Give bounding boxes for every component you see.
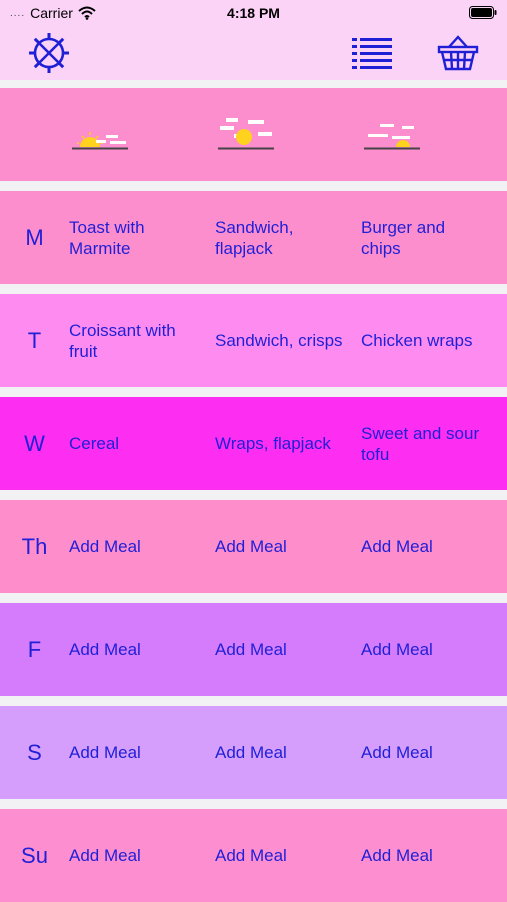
lunch-cell[interactable]: Sandwich, flapjack (215, 191, 355, 284)
meal-text: Add Meal (69, 846, 141, 865)
meal-text: Add Meal (215, 743, 287, 762)
basket-icon (437, 35, 479, 71)
meal-text: Burger and chips (361, 217, 446, 258)
day-row-sunday: Su Add Meal Add Meal Add Meal (0, 809, 507, 902)
meal-text: Add Meal (215, 640, 287, 659)
status-bar: .... Carrier 4:18 PM (0, 0, 507, 26)
dinner-cell[interactable]: Add Meal (361, 706, 501, 799)
meal-text: Sandwich, flapjack (215, 217, 294, 258)
meal-text: Add Meal (361, 537, 433, 556)
meal-text: Add Meal (69, 743, 141, 762)
meal-text: Add Meal (69, 640, 141, 659)
day-label: Th (21, 533, 48, 559)
sunset-icon (364, 124, 420, 150)
meal-text: Add Meal (215, 537, 287, 556)
breakfast-cell[interactable]: Toast with Marmite (69, 191, 209, 284)
lunch-cell[interactable]: Wraps, flapjack (215, 397, 355, 490)
day-label: M (25, 224, 44, 250)
breakfast-column-header (70, 118, 140, 152)
meal-time-header (0, 88, 507, 181)
lunch-column-header (216, 118, 286, 152)
dinner-cell[interactable]: Add Meal (361, 500, 501, 593)
day-row-friday: F Add Meal Add Meal Add Meal (0, 603, 507, 696)
list-button[interactable] (349, 31, 395, 75)
day-row-tuesday: T Croissant with fruit Sandwich, crisps … (0, 294, 507, 387)
day-label: T (27, 327, 42, 353)
sunrise-icon (72, 132, 128, 150)
day-label: S (27, 739, 42, 765)
meal-text: Toast with Marmite (69, 217, 145, 258)
dinner-cell[interactable]: Sweet and sour tofu (361, 397, 501, 490)
lunch-cell[interactable]: Add Meal (215, 603, 355, 696)
battery-icon (469, 6, 497, 19)
meal-text: Chicken wraps (361, 331, 473, 350)
wifi-icon (78, 6, 96, 20)
basket-button[interactable] (435, 31, 481, 75)
settings-icon (29, 33, 69, 73)
dinner-cell[interactable]: Add Meal (361, 603, 501, 696)
lunch-cell[interactable]: Add Meal (215, 500, 355, 593)
settings-button[interactable] (26, 31, 72, 75)
breakfast-cell[interactable]: Cereal (69, 397, 209, 490)
day-label: F (27, 636, 42, 662)
breakfast-cell[interactable]: Add Meal (69, 706, 209, 799)
day-label: Su (21, 842, 48, 868)
breakfast-cell[interactable]: Add Meal (69, 809, 209, 902)
meal-text: Croissant with fruit (69, 320, 176, 361)
day-label: W (24, 430, 45, 456)
carrier-name: Carrier (30, 5, 73, 21)
list-icon (352, 38, 392, 69)
meal-text: Add Meal (361, 743, 433, 762)
meal-text: Add Meal (361, 640, 433, 659)
meal-text: Add Meal (215, 846, 287, 865)
dinner-cell[interactable]: Burger and chips (361, 191, 501, 284)
meal-text: Sweet and sour tofu (361, 423, 480, 464)
meal-text: Wraps, flapjack (215, 434, 331, 453)
meal-text: Add Meal (69, 537, 141, 556)
status-time: 4:18 PM (227, 5, 280, 21)
dinner-column-header (362, 118, 432, 152)
breakfast-cell[interactable]: Add Meal (69, 500, 209, 593)
day-row-thursday: Th Add Meal Add Meal Add Meal (0, 500, 507, 593)
breakfast-cell[interactable]: Croissant with fruit (69, 294, 209, 387)
dinner-cell[interactable]: Add Meal (361, 809, 501, 902)
lunch-cell[interactable]: Sandwich, crisps (215, 294, 355, 387)
day-row-wednesday: W Cereal Wraps, flapjack Sweet and sour … (0, 397, 507, 490)
toolbar (0, 26, 507, 80)
lunch-cell[interactable]: Add Meal (215, 706, 355, 799)
breakfast-cell[interactable]: Add Meal (69, 603, 209, 696)
lunch-cell[interactable]: Add Meal (215, 809, 355, 902)
midday-sun-icon (218, 118, 274, 150)
dinner-cell[interactable]: Chicken wraps (361, 294, 501, 387)
meal-text: Add Meal (361, 846, 433, 865)
meal-text: Sandwich, crisps (215, 331, 343, 350)
meal-text: Cereal (69, 434, 120, 453)
status-left: .... Carrier (10, 5, 96, 21)
day-row-monday: M Toast with Marmite Sandwich, flapjack … (0, 191, 507, 284)
signal-strength-icon: .... (10, 7, 26, 19)
day-row-saturday: S Add Meal Add Meal Add Meal (0, 706, 507, 799)
